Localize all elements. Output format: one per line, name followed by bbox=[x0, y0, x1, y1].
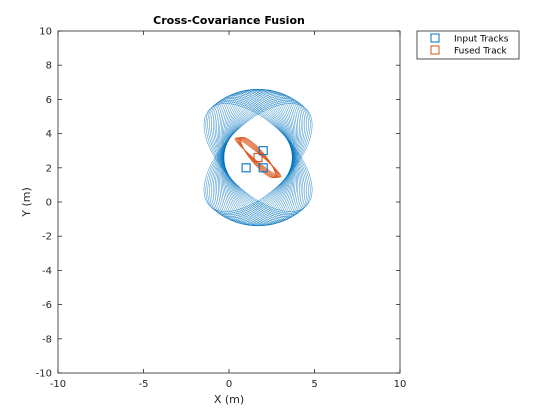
x-tick-label: -5 bbox=[139, 379, 149, 390]
input-covariance-ellipse bbox=[214, 94, 302, 221]
fused-covariance-ellipses bbox=[234, 137, 282, 179]
y-tick-label: -2 bbox=[42, 232, 52, 243]
y-tick-label: 8 bbox=[46, 61, 52, 72]
fused-track-marker bbox=[253, 152, 263, 163]
y-tick-label: -6 bbox=[42, 300, 52, 311]
input-covariance-ellipse bbox=[203, 103, 313, 212]
x-tick-label: 10 bbox=[394, 379, 407, 390]
fused-covariance-ellipse bbox=[234, 137, 282, 178]
input-covariance-ellipse bbox=[216, 93, 300, 223]
y-tick-label: -8 bbox=[42, 334, 52, 345]
input-track-marker bbox=[241, 163, 251, 173]
input-covariance-ellipse bbox=[220, 90, 296, 225]
y-tick-label: 0 bbox=[46, 198, 52, 209]
input-covariance-ellipse bbox=[216, 93, 300, 223]
input-covariance-ellipse bbox=[223, 88, 293, 227]
input-track-marker bbox=[258, 146, 268, 156]
input-covariance-ellipse bbox=[221, 89, 295, 226]
y-tick-label: -4 bbox=[42, 266, 52, 277]
plot-area bbox=[58, 31, 400, 373]
input-covariance-ellipse bbox=[223, 88, 293, 227]
input-covariance-ellipse bbox=[217, 92, 299, 224]
input-covariance-ellipse bbox=[219, 91, 297, 224]
chart-title: Cross-Covariance Fusion bbox=[153, 14, 305, 27]
input-covariance-ellipse bbox=[214, 94, 302, 221]
input-covariance-ellipse bbox=[211, 96, 306, 219]
y-tick-label: -10 bbox=[36, 369, 52, 380]
legend-input-marker bbox=[430, 33, 440, 43]
input-covariance-ellipse bbox=[222, 89, 294, 226]
input-covariance-ellipse bbox=[219, 91, 297, 224]
input-covariance-ellipse bbox=[205, 101, 311, 214]
x-tick-label: -10 bbox=[50, 379, 66, 390]
y-tick-label: 10 bbox=[39, 27, 52, 38]
legend: Input Tracks Fused Track bbox=[416, 30, 520, 60]
legend-input-label: Input Tracks bbox=[454, 35, 509, 45]
input-covariance-ellipse bbox=[222, 89, 294, 226]
input-track-marker bbox=[258, 163, 268, 173]
input-covariance-ellipse bbox=[203, 103, 313, 212]
x-axis-label: X (m) bbox=[214, 393, 244, 406]
y-axis-label: Y (m) bbox=[20, 187, 33, 218]
y-tick-label: 4 bbox=[46, 129, 52, 140]
input-covariance-ellipse bbox=[207, 99, 309, 216]
input-covariance-ellipse bbox=[207, 99, 309, 216]
input-covariance-ellipse bbox=[223, 89, 293, 226]
x-tick-label: 5 bbox=[311, 379, 317, 390]
input-covariance-ellipse bbox=[220, 90, 296, 225]
input-covariance-ellipse bbox=[209, 98, 307, 217]
input-covariance-ellipse bbox=[223, 89, 293, 226]
input-covariance-ellipse bbox=[209, 98, 307, 217]
x-tick-label: 0 bbox=[226, 379, 232, 390]
input-covariance-ellipse bbox=[212, 95, 304, 220]
input-covariance-ellipse bbox=[212, 95, 304, 220]
legend-fused-label: Fused Track bbox=[454, 47, 508, 57]
legend-fused-marker bbox=[430, 45, 440, 55]
input-covariance-ellipse bbox=[221, 89, 295, 226]
input-covariance-ellipses bbox=[203, 88, 313, 227]
y-tick-label: 2 bbox=[46, 163, 52, 174]
x-axis-ticks: -10 -5 0 5 10 bbox=[50, 31, 407, 390]
input-covariance-ellipse bbox=[217, 92, 299, 224]
input-covariance-ellipse bbox=[211, 96, 306, 219]
input-covariance-ellipse bbox=[205, 101, 311, 214]
track-markers bbox=[241, 146, 268, 173]
y-axis-ticks: 10 8 6 4 2 0 -2 -4 -6 -8 -10 bbox=[36, 27, 400, 380]
y-tick-label: 6 bbox=[46, 95, 52, 106]
